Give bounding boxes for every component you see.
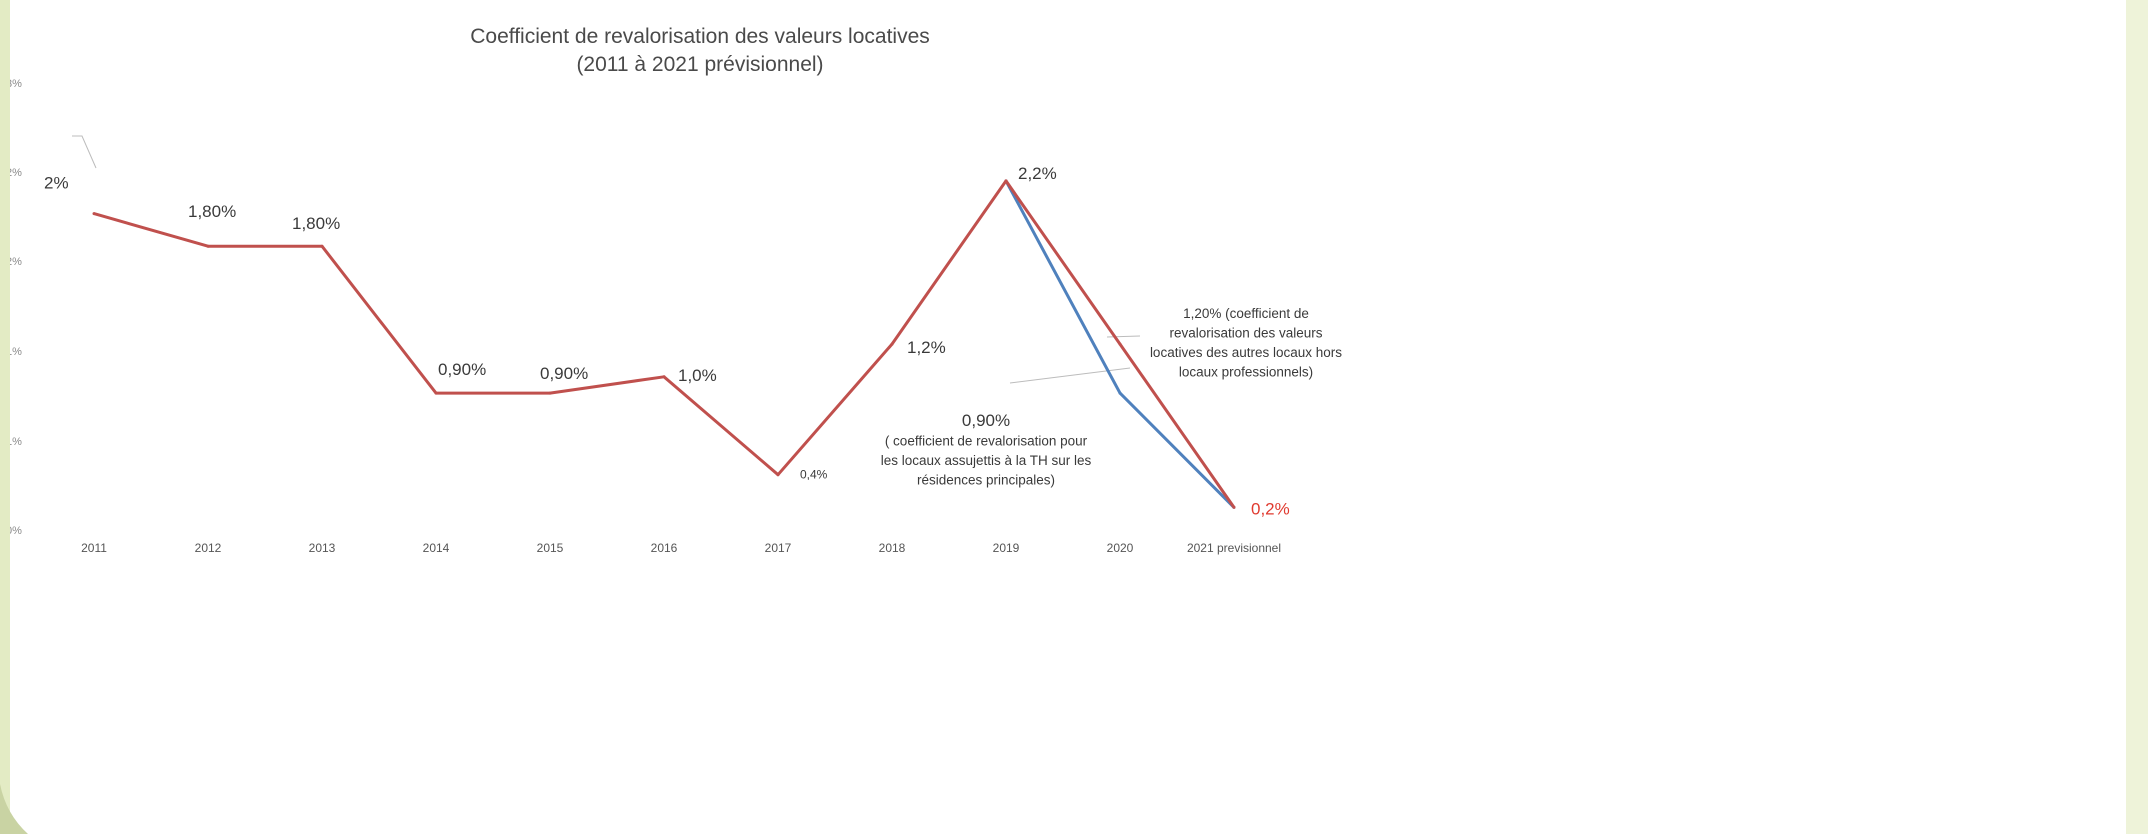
annotation-line: revalorisation des valeurs xyxy=(1169,326,1322,341)
x-tick-label: 2018 xyxy=(879,541,906,555)
data-point xyxy=(1232,505,1236,509)
annotation-line: locatives des autres locaux hors xyxy=(1150,345,1342,360)
leader-line xyxy=(1106,335,1141,338)
data-label: 2% xyxy=(44,174,69,193)
data-labels: 2% 1,80% 1,80% 0,90% 0,90% 1,0% 0,4% 1,2% 2,2% 0,… xyxy=(44,164,1290,519)
data-point xyxy=(776,473,780,477)
y-tick-label: 1% xyxy=(10,346,22,358)
data-point xyxy=(206,244,210,248)
data-point xyxy=(1004,179,1008,183)
data-point xyxy=(548,391,552,395)
annotations: 1,20% (coefficient de revalorisation des … xyxy=(881,306,1343,488)
data-label: 0,4% xyxy=(800,468,828,482)
x-tick-label: 2021 previsionnel xyxy=(1187,541,1281,555)
x-tick-label: 2014 xyxy=(423,541,450,555)
chart-title-line-1: Coefficient de revalorisation des valeur… xyxy=(470,25,930,48)
x-tick-label: 2012 xyxy=(195,541,222,555)
data-label: 1,80% xyxy=(292,214,340,233)
data-label: 0,90% xyxy=(540,364,588,383)
data-point xyxy=(1118,391,1122,395)
series-lines xyxy=(92,179,1236,509)
x-tick-label: 2011 xyxy=(81,541,107,555)
data-label: 1,80% xyxy=(188,202,236,221)
x-tick-label: 2020 xyxy=(1107,541,1134,555)
annotation-other-premises: 1,20% (coefficient de revalorisation des … xyxy=(1150,306,1342,380)
data-label: 1,2% xyxy=(907,338,946,357)
x-tick-label: 2017 xyxy=(765,541,792,555)
data-label: 0,90% xyxy=(438,360,486,379)
slide-left-stripe xyxy=(0,0,10,834)
y-tick-label: 1% xyxy=(10,436,22,448)
data-label: 0,2% xyxy=(1251,499,1290,518)
annotation-line: résidences principales) xyxy=(917,473,1055,488)
x-tick-label: 2019 xyxy=(993,541,1020,555)
annotation-line: locaux professionnels) xyxy=(1179,365,1313,380)
annotation-line: ( coefficient de revalorisation pour xyxy=(885,434,1088,449)
data-label: 2,2% xyxy=(1018,164,1057,183)
data-point xyxy=(1118,342,1122,346)
y-tick-label: 0% xyxy=(10,525,22,537)
annotation-line: les locaux assujettis à la TH sur les xyxy=(881,453,1092,468)
data-label: 1,0% xyxy=(678,366,717,385)
leader-line xyxy=(72,135,97,169)
y-tick-label: 3% xyxy=(10,78,22,90)
x-tick-label: 2013 xyxy=(309,541,336,555)
line-chart: Coefficient de revalorisation des valeur… xyxy=(10,25,1343,555)
page-curl-decoration xyxy=(0,784,28,834)
leader-line xyxy=(1009,367,1131,384)
chart-area: Coefficient de revalorisation des valeur… xyxy=(10,0,2126,834)
annotation-th-main-residences: 0,90% ( coefficient de revalorisation pou… xyxy=(881,411,1092,488)
data-point xyxy=(320,244,324,248)
annotation-line: 1,20% (coefficient de xyxy=(1183,306,1309,321)
data-point xyxy=(434,391,438,395)
chart-title-line-2: (2011 à 2021 prévisionnel) xyxy=(576,53,823,76)
data-point xyxy=(890,342,894,346)
y-tick-label: 2% xyxy=(10,256,22,268)
annotation-line: 0,90% xyxy=(962,411,1010,430)
y-axis-tick-labels: 3% 2% 2% 1% 1% 0% xyxy=(10,78,22,537)
x-axis-tick-labels: 2011 2012 2013 2014 2015 2016 2017 2018 2019 2020… xyxy=(81,541,1281,555)
x-tick-label: 2015 xyxy=(537,541,564,555)
data-point xyxy=(92,212,96,216)
x-tick-label: 2016 xyxy=(651,541,678,555)
data-point xyxy=(662,375,666,379)
y-tick-label: 2% xyxy=(10,167,22,179)
label-leader-lines xyxy=(72,135,1141,384)
